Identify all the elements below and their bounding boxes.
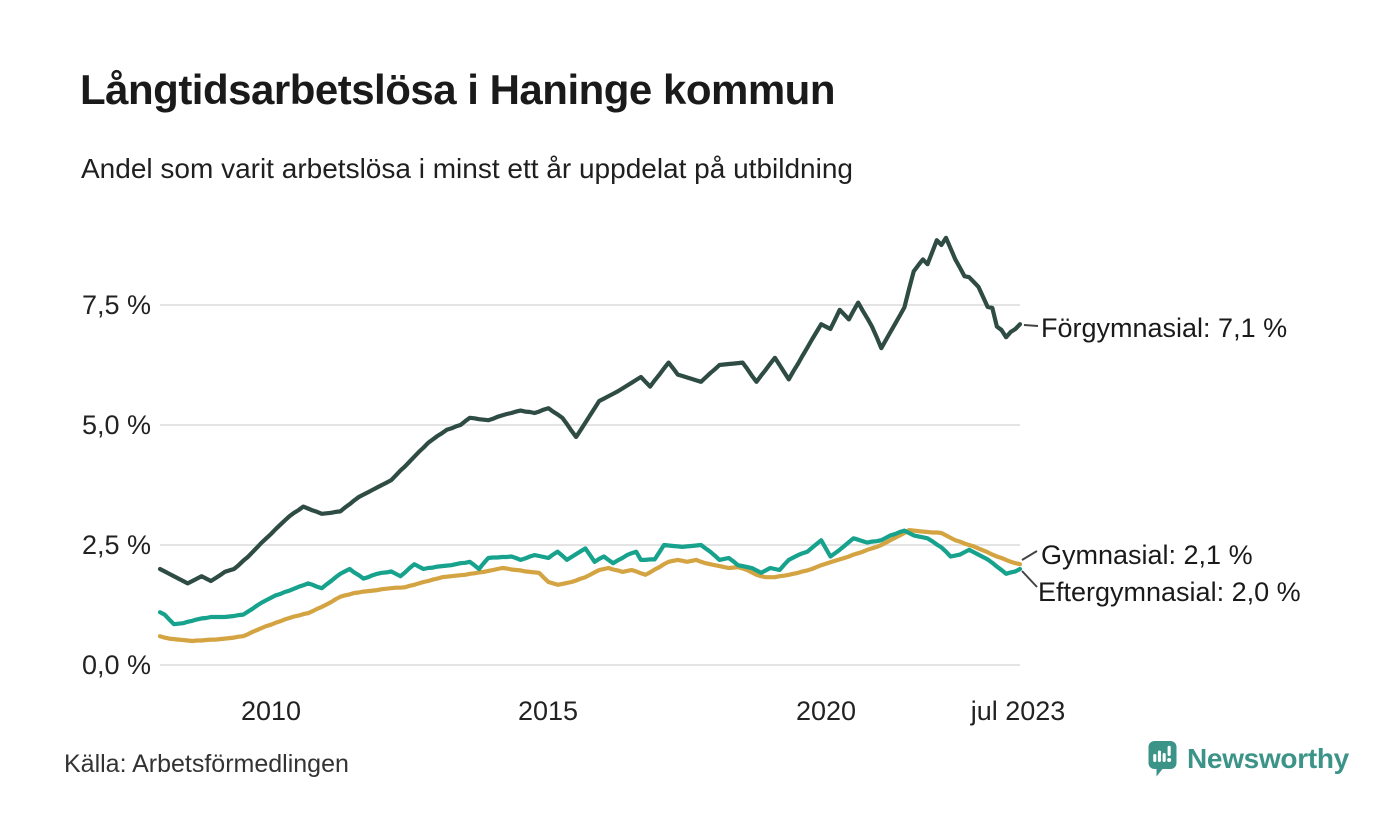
x-axis-tick-label: 2010 xyxy=(240,696,302,726)
y-axis-tick-label: 5,0 % xyxy=(82,410,152,440)
page-title: Långtidsarbetslösa i Haninge kommun xyxy=(80,66,835,113)
x-axis-tick-label: 2015 xyxy=(517,696,579,726)
series-line-eftergymnasial xyxy=(157,528,1023,627)
chart-subtitle: Andel som varit arbetslösa i minst ett å… xyxy=(81,153,853,184)
leader-line-gymnasial xyxy=(1021,550,1038,561)
y-axis-tick-label: 2,5 % xyxy=(82,530,152,560)
series-line-forgymnasial xyxy=(157,235,1023,586)
series-label-forgymnasial: Förgymnasial: 7,1 % xyxy=(1041,313,1288,343)
series-label-eftergymnasial: Eftergymnasial: 2,0 % xyxy=(1038,577,1301,607)
source-note: Källa: Arbetsförmedlingen xyxy=(64,750,349,778)
leader-line-eftergymnasial xyxy=(1021,570,1038,588)
x-axis-tick-label: 2020 xyxy=(795,696,857,726)
y-axis-tick-label: 7,5 % xyxy=(82,290,152,320)
y-axis-tick-label: 0,0 % xyxy=(82,650,152,680)
newsworthy-logo: Newsworthy xyxy=(1148,741,1349,777)
leader-line-forgymnasial xyxy=(1023,324,1039,327)
series-line-gymnasial xyxy=(157,527,1023,644)
newsworthy-logo-icon xyxy=(1148,741,1177,777)
x-axis-tick-label: jul 2023 xyxy=(970,696,1066,726)
newsworthy-brand-text: Newsworthy xyxy=(1187,743,1349,774)
series-label-gymnasial: Gymnasial: 2,1 % xyxy=(1041,540,1253,570)
